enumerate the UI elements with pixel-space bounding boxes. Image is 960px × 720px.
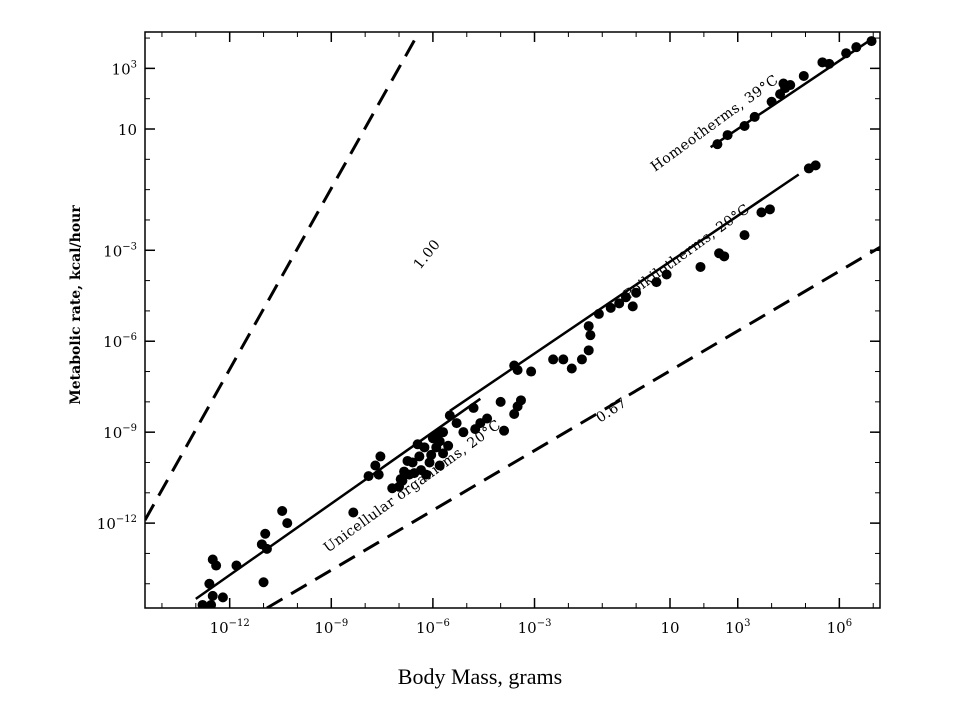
- poikilotherms-label: Poikilotherms, 20°C: [621, 201, 753, 303]
- unicellular-point: [206, 599, 217, 608]
- poikilotherm-point: [620, 292, 631, 303]
- poikilotherm-point: [756, 207, 767, 218]
- unicellular-point: [438, 427, 449, 438]
- poikilotherm-point: [558, 354, 569, 365]
- poikilotherm-point: [468, 402, 479, 413]
- homeotherms-label: Homeotherms, 39°C: [648, 72, 782, 175]
- unicellular-point: [282, 518, 293, 529]
- homeotherm-point: [749, 111, 760, 122]
- unicellular-point: [217, 592, 228, 603]
- poikilotherm-point: [482, 413, 493, 424]
- x-tick-label: 10−12: [210, 618, 250, 637]
- poikilotherm-point: [566, 363, 577, 374]
- unicellular-point: [277, 505, 288, 516]
- unicellular-point: [348, 507, 359, 518]
- unicellular-point: [375, 451, 386, 462]
- x-tick-label: 10−9: [314, 618, 348, 637]
- unicellular-point: [231, 560, 242, 571]
- unicellular-point: [443, 440, 454, 451]
- slope-label-low: 0.67: [593, 395, 630, 426]
- unicellular-point: [434, 436, 445, 447]
- homeotherm-point: [841, 48, 852, 59]
- unicellular-point: [258, 577, 269, 588]
- reference-line-slope-0-67: [266, 245, 880, 608]
- y-tick-label: 10−3: [103, 241, 137, 260]
- y-tick-label: 10: [118, 121, 137, 139]
- x-tick-label: 103: [725, 618, 750, 637]
- poikilotherm-point: [451, 418, 462, 429]
- poikilotherm-point: [458, 427, 469, 438]
- unicellular-label: Unicellular organisms, 20°C: [321, 417, 504, 556]
- poikilotherm-point: [605, 302, 616, 313]
- poikilotherm-point: [593, 308, 604, 319]
- poikilotherm-point: [739, 230, 750, 241]
- x-tick-label: 10: [660, 619, 679, 637]
- homeotherm-point: [739, 120, 750, 131]
- poikilotherm-point: [695, 261, 706, 272]
- poikilotherm-point: [719, 251, 730, 262]
- poikilotherm-point: [509, 408, 520, 419]
- plot-frame: [144, 31, 881, 609]
- poikilotherm-point: [548, 354, 559, 365]
- poikilotherm-point: [444, 410, 455, 421]
- unicellular-point: [204, 578, 215, 589]
- poikilotherm-point: [495, 396, 506, 407]
- y-tick-label: 10−9: [103, 423, 137, 442]
- slope-label-high: 1.00: [411, 237, 444, 273]
- homeotherm-point: [766, 96, 777, 107]
- x-tick-label: 10−3: [518, 618, 552, 637]
- unicellular-point: [414, 451, 425, 462]
- poikilotherm-point: [512, 365, 523, 376]
- unicellular-point: [434, 460, 445, 471]
- poikilotherm-point: [515, 395, 526, 406]
- y-tick-label: 103: [112, 59, 137, 78]
- poikilotherm-point: [583, 321, 594, 332]
- unicellular-point: [407, 457, 418, 468]
- poikilotherm-point: [764, 204, 775, 215]
- poikilotherm-point: [631, 287, 642, 298]
- y-tick-label: 10−12: [97, 514, 137, 533]
- poikilotherm-point: [576, 354, 587, 365]
- unicellular-point: [419, 442, 430, 453]
- poikilotherm-point: [583, 345, 594, 356]
- unicellular-point: [397, 475, 408, 486]
- x-tick-label: 10−6: [416, 618, 450, 637]
- x-tick-label: 106: [827, 618, 852, 637]
- homeotherm-point: [785, 80, 796, 91]
- unicellular-point: [197, 599, 208, 608]
- unicellular-point: [207, 590, 218, 601]
- unicellular-point: [261, 543, 272, 554]
- poikilotherm-point: [651, 277, 662, 288]
- unicellular-point: [207, 554, 218, 565]
- poikilotherm-point: [526, 366, 537, 377]
- poikilotherm-point: [661, 269, 672, 280]
- unicellular-point: [363, 471, 374, 482]
- unicellular-fit-line: [195, 397, 482, 600]
- homeotherm-point: [712, 139, 723, 150]
- poikilotherm-point: [810, 160, 821, 171]
- homeotherm-point: [722, 130, 733, 141]
- poikilotherm-point: [627, 301, 638, 312]
- poikilotherm-point: [614, 298, 625, 309]
- unicellular-point: [260, 528, 271, 539]
- homeotherm-point: [866, 36, 877, 47]
- unicellular-point: [424, 457, 435, 468]
- unicellular-point: [438, 448, 449, 459]
- homeotherm-point: [824, 58, 835, 69]
- y-tick-label: 10−6: [103, 332, 137, 351]
- homeotherm-point: [851, 42, 862, 53]
- unicellular-point: [373, 469, 384, 480]
- x-axis-label: Body Mass, grams: [397, 664, 563, 689]
- homeotherm-point: [798, 70, 809, 81]
- unicellular-point: [421, 469, 432, 480]
- unicellular-point: [426, 449, 437, 460]
- unicellular-point: [370, 460, 381, 471]
- poikilotherm-point: [499, 425, 510, 436]
- y-axis-label: Metabolic rate, kcal/hour: [68, 205, 84, 405]
- poikilotherm-point: [585, 330, 596, 341]
